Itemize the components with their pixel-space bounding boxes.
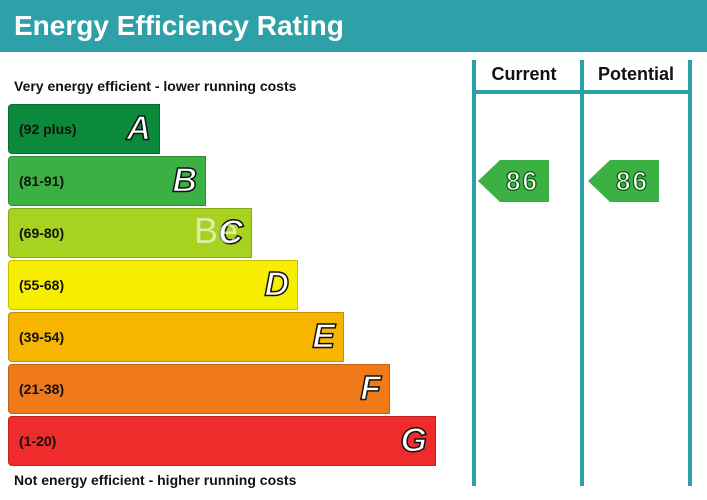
band-range: (55-68) xyxy=(19,277,64,293)
chart-content: Current Potential Very energy efficient … xyxy=(0,54,707,500)
band-letter: B xyxy=(172,162,197,201)
band-b: (81-91) B xyxy=(8,156,206,206)
rating-value: 86 xyxy=(610,160,659,202)
rating-bands: (92 plus) A (81-91) B (69-80) C (55-68) D (39-54… xyxy=(8,104,436,468)
rating-value: 86 xyxy=(500,160,549,202)
band-letter: E xyxy=(312,318,335,357)
title-bar: Energy Efficiency Rating xyxy=(0,0,707,54)
divider-vertical xyxy=(472,60,476,486)
band-letter: G xyxy=(401,422,427,461)
band-letter: D xyxy=(264,266,289,305)
band-range: (92 plus) xyxy=(19,121,77,137)
band-d: (55-68) D xyxy=(8,260,298,310)
band-letter: F xyxy=(360,370,381,409)
band-letter: C xyxy=(218,214,243,253)
band-a: (92 plus) A xyxy=(8,104,160,154)
arrow-tip-icon xyxy=(478,160,500,202)
band-range: (39-54) xyxy=(19,329,64,345)
band-range: (1-20) xyxy=(19,433,56,449)
band-range: (81-91) xyxy=(19,173,64,189)
band-range: (69-80) xyxy=(19,225,64,241)
band-f: (21-38) F xyxy=(8,364,390,414)
top-caption: Very energy efficient - lower running co… xyxy=(14,78,296,94)
band-c: (69-80) C xyxy=(8,208,252,258)
band-e: (39-54) E xyxy=(8,312,344,362)
divider-vertical xyxy=(580,60,584,486)
band-range: (21-38) xyxy=(19,381,64,397)
divider-vertical xyxy=(688,60,692,486)
col-current-label: Current xyxy=(472,60,576,89)
current-rating-arrow: 86 xyxy=(478,160,549,202)
divider-horizontal xyxy=(472,90,692,94)
col-potential-label: Potential xyxy=(584,60,688,89)
band-letter: A xyxy=(126,110,151,149)
title-text: Energy Efficiency Rating xyxy=(14,10,344,41)
potential-rating-arrow: 86 xyxy=(588,160,659,202)
band-g: (1-20) G xyxy=(8,416,436,466)
bottom-caption: Not energy efficient - higher running co… xyxy=(14,472,296,488)
arrow-tip-icon xyxy=(588,160,610,202)
